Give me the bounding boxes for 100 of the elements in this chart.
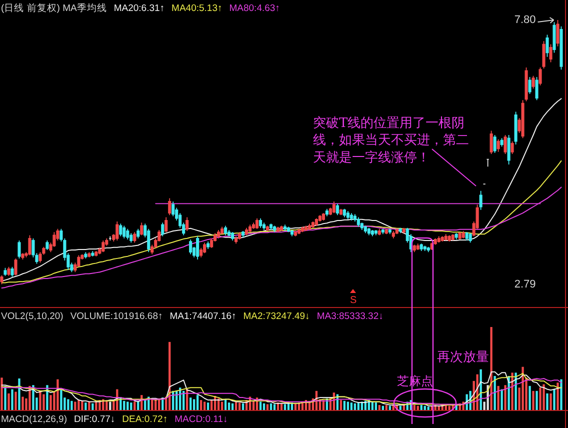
candlestick [88,252,91,258]
bar [354,403,356,410]
bar [385,405,388,410]
text: MA40:5.13↑ [172,3,222,14]
text: MA80:4.63↑ [229,3,280,14]
bar [18,378,20,410]
bar [0,378,3,410]
candlestick [161,222,164,237]
candlestick [172,201,175,217]
candlestick [186,216,189,232]
annotation: S [350,295,357,306]
bar [340,400,342,410]
bar [92,403,94,410]
candlestick [4,267,7,276]
candlestick [342,208,346,218]
candlestick [524,67,528,102]
bar [546,393,548,410]
candlestick [311,221,315,228]
candlestick [444,234,448,241]
candlestick [374,230,378,236]
candlestick [276,226,280,233]
candlestick [228,230,231,237]
candlestick [294,230,298,237]
candlestick [332,201,336,214]
candlestick [0,274,4,285]
candlestick [378,228,381,236]
candlestick [220,226,224,235]
bar [550,393,552,410]
bar [14,392,17,410]
candlestick [346,210,350,220]
candlestick [367,227,370,236]
candlestick [18,240,21,259]
bar [542,384,545,410]
candlestick [130,232,133,244]
bar [262,403,266,410]
candlestick [234,236,238,244]
candlestick [552,22,556,54]
bar [67,399,70,410]
bar [497,386,500,410]
candlestick [300,226,304,233]
candlestick [325,208,328,217]
candlestick [189,239,192,255]
text: MA1:74407.16↑ [170,311,236,322]
candlestick [500,138,504,148]
bar [206,402,210,410]
candlestick [462,230,465,239]
bar [536,390,538,410]
candlestick [549,44,552,63]
candlestick [426,246,430,253]
candlestick [244,227,248,236]
bar [123,400,126,410]
candlestick [490,130,493,154]
bar [231,403,234,410]
candlestick [283,224,287,232]
text: MA2:73247.49↓ [243,311,310,322]
bar [196,395,199,410]
bar [130,402,132,410]
candlestick [510,140,514,154]
candlestick [507,134,510,165]
bar [511,372,514,410]
candlestick [556,20,560,47]
bar [494,376,496,410]
bar [528,386,531,410]
candlestick [262,222,266,230]
candlestick [46,240,49,250]
bar [242,403,244,410]
candlestick [412,244,416,253]
bar [270,403,272,410]
candlestick [21,252,24,260]
candlestick [356,216,360,228]
bar [350,402,353,410]
candlestick [168,198,172,216]
candlestick [402,227,406,234]
candlestick [542,40,546,69]
bar [413,405,416,410]
candlestick [322,212,325,221]
candlestick [206,241,210,250]
candlestick [465,232,468,241]
candlestick [238,232,242,240]
candlestick [493,134,496,154]
bar [259,402,262,410]
candlestick [133,232,136,244]
bar [60,389,62,410]
chart-title: (日线 前复权) MA季均线 [1,2,107,14]
candlestick [252,222,256,230]
candlestick [479,190,482,210]
candlestick [136,228,140,239]
bar [553,389,556,410]
bar [346,402,350,410]
candlestick [440,236,444,242]
bar [189,398,192,410]
bar [56,379,59,410]
chart-title: VOL2(5,10,20) [1,311,64,322]
candlestick [504,134,507,154]
bar [343,400,346,410]
candlestick [350,212,353,221]
candlestick [535,76,538,101]
candlestick [286,226,290,233]
candlestick [297,228,301,235]
candlestick [164,216,168,233]
